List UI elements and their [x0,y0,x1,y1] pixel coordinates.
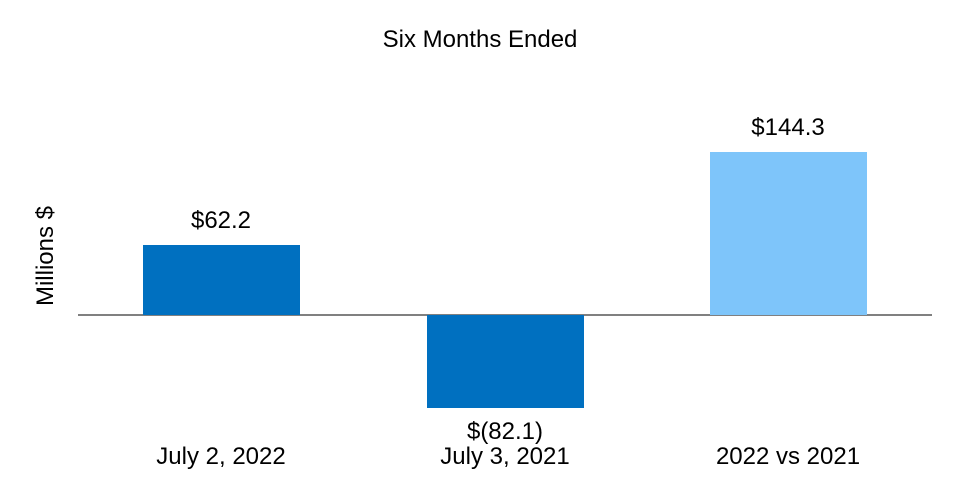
value-label: $62.2 [190,207,252,234]
y-axis-label: Millions $ [32,205,59,307]
value-label: $(82.1) [466,418,544,445]
category-label: 2022 vs 2021 [715,443,861,470]
category-label: July 2, 2022 [156,443,286,470]
category-label: July 3, 2021 [440,443,570,470]
chart-title: Six Months Ended [382,26,578,53]
bar-july-2-2022 [142,245,300,315]
value-label: $144.3 [751,114,825,141]
bar-2022-vs-2021 [709,152,867,315]
bar-july-3-2021 [426,315,584,408]
